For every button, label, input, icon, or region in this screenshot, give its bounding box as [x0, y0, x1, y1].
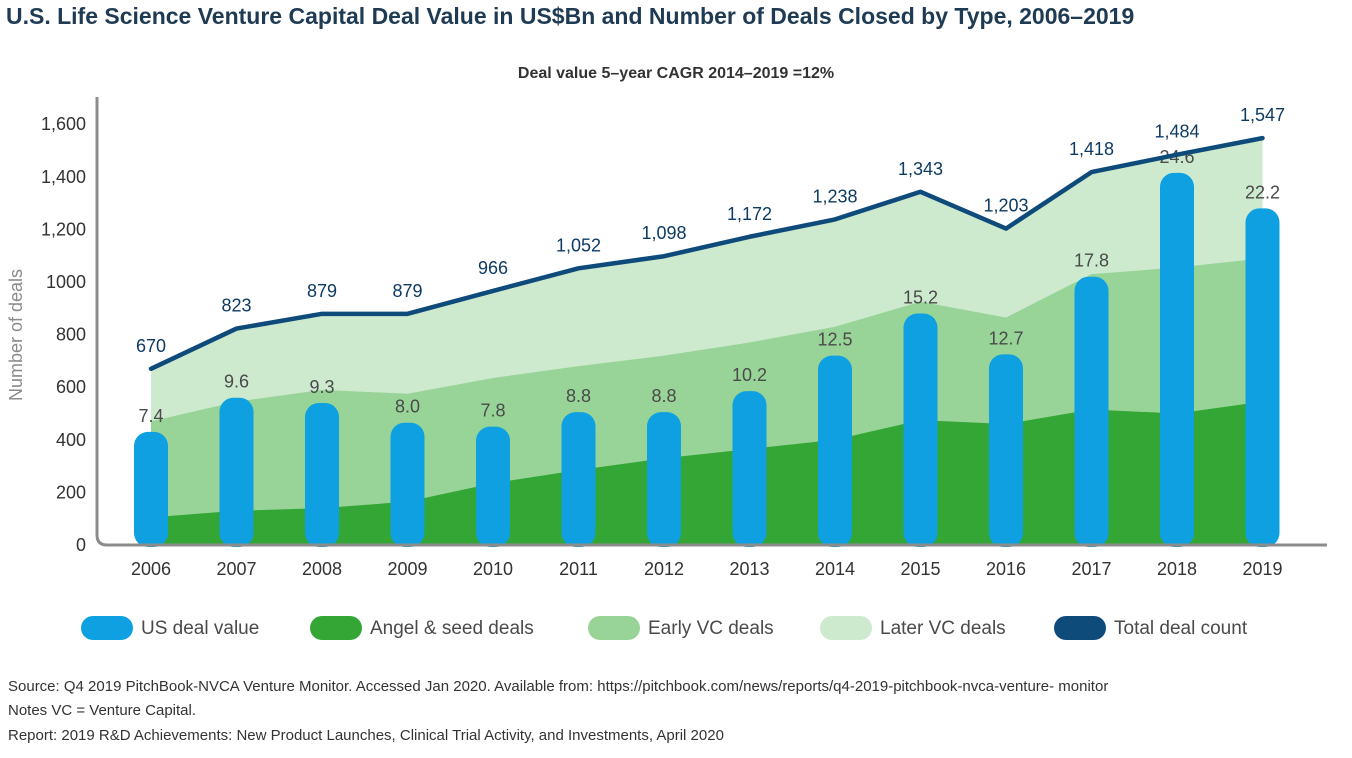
bar-deal-value [476, 426, 510, 547]
bar-deal-value [818, 355, 852, 547]
legend-swatch [1054, 616, 1106, 640]
legend-swatch [310, 616, 362, 640]
x-tick-label: 2015 [900, 559, 940, 579]
legend-label: Angel & seed deals [370, 618, 534, 639]
y-tick-label: 1,200 [41, 219, 86, 239]
bar-deal-value [989, 354, 1023, 547]
bar-value-label: 9.6 [224, 372, 249, 392]
x-tick-label: 2018 [1157, 559, 1197, 579]
legend-label: Early VC deals [648, 618, 774, 639]
bar-value-label: 8.0 [395, 397, 420, 417]
total-deal-count-line [148, 135, 1265, 372]
x-tick-label: 2011 [559, 559, 598, 579]
legend-swatch [81, 616, 133, 640]
x-tick-label: 2010 [473, 559, 513, 579]
bar-deal-value [647, 412, 681, 547]
total-count-label: 879 [392, 281, 422, 301]
bar-value-label: 12.7 [988, 328, 1023, 348]
y-tick-label: 200 [56, 482, 86, 502]
bar-deal-value [1074, 276, 1109, 547]
bar-value-label: 12.5 [817, 330, 852, 350]
bar-value-label: 17.8 [1074, 251, 1109, 271]
x-tick-label: 2012 [644, 559, 684, 579]
bar-deal-value [390, 422, 425, 547]
bar-value-label: 8.8 [651, 386, 676, 406]
y-tick-label: 1,600 [41, 114, 86, 134]
x-tick-label: 2017 [1071, 559, 1111, 579]
legend-swatch [820, 616, 872, 640]
x-tick-label: 2008 [302, 559, 342, 579]
bar-value-label: 8.8 [566, 386, 591, 406]
bar-value-label: 7.4 [138, 406, 163, 426]
x-tick-label: 2016 [986, 559, 1026, 579]
bar-value-label: 9.3 [309, 377, 334, 397]
bar-deal-value [1245, 208, 1280, 548]
x-tick-label: 2006 [131, 559, 171, 579]
total-count-label: 670 [136, 336, 166, 356]
x-tick-label: 2013 [729, 559, 769, 579]
area-angel-seed [151, 401, 1263, 545]
y-tick-label: 0 [76, 535, 86, 555]
y-tick-label: 1,400 [41, 167, 86, 187]
total-count-label: 1,203 [983, 196, 1028, 216]
chart: Deal value 5–year CAGR 2014–2019 =12% Num… [6, 65, 1327, 640]
bar-deal-value [134, 431, 168, 547]
bar-value-label: 10.2 [732, 365, 767, 385]
x-tick-label: 2007 [216, 559, 256, 579]
report-text: Report: 2019 R&D Achievements: New Produ… [8, 727, 724, 744]
total-count-label: 1,418 [1069, 139, 1114, 159]
total-count-label: 1,238 [812, 186, 857, 206]
x-tick-label: 2014 [815, 559, 855, 579]
bar-deal-value [1160, 172, 1194, 548]
y-tick-label: 400 [56, 430, 86, 450]
total-count-label: 823 [221, 296, 251, 316]
y-tick-label: 600 [56, 377, 86, 397]
total-count-label: 1,484 [1154, 122, 1199, 142]
total-count-label: 1,052 [556, 235, 601, 255]
chart-title: U.S. Life Science Venture Capital Deal V… [6, 3, 1135, 29]
y-axis-title: Number of deals [6, 269, 26, 401]
legend-label: US deal value [141, 618, 259, 639]
total-count-label: 1,547 [1240, 105, 1285, 125]
bar-deal-value [732, 391, 767, 547]
chart-subtitle: Deal value 5–year CAGR 2014–2019 =12% [518, 65, 834, 82]
bar-value-label: 15.2 [903, 288, 938, 308]
total-count-label: 1,098 [641, 223, 686, 243]
legend-swatch [588, 616, 640, 640]
x-tick-label: 2019 [1242, 559, 1282, 579]
notes-text: Notes VC = Venture Capital. [8, 702, 197, 719]
legend-label: Total deal count [1114, 618, 1248, 639]
bar-value-label: 7.8 [480, 401, 505, 421]
x-tick-label: 2009 [387, 559, 427, 579]
total-count-label: 879 [307, 281, 337, 301]
bar-value-label: 22.2 [1245, 182, 1280, 202]
bar-deal-value [903, 313, 938, 547]
bar-deal-value [305, 402, 339, 547]
y-tick-label: 800 [56, 325, 86, 345]
y-tick-label: 1000 [46, 272, 86, 292]
bar-deal-value [561, 412, 596, 547]
total-count-label: 1,343 [898, 159, 943, 179]
source-note: Source: Q4 2019 PitchBook-NVCA Venture M… [8, 678, 1109, 695]
legend-label: Later VC deals [880, 618, 1006, 639]
bar-deal-value [219, 397, 254, 547]
axes [95, 97, 1327, 547]
total-count-label: 966 [478, 258, 508, 278]
total-count-label: 1,172 [727, 204, 772, 224]
